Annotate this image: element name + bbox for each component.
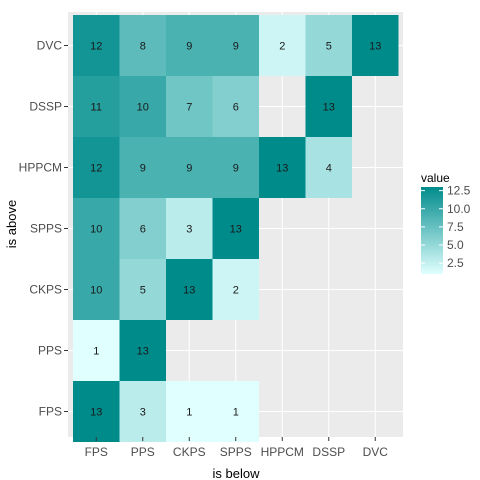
legend-break-label: 2.5 (447, 256, 464, 270)
cell-value-label: 8 (140, 41, 146, 53)
y-tick-label: DVC (37, 39, 63, 53)
cell-value-label: 13 (369, 41, 381, 53)
heatmap-cells (73, 15, 399, 442)
legend-break-label: 10.0 (447, 202, 471, 216)
x-axis: FPS PPS CKPS SPPS HPPCM DSSP DVC (85, 437, 389, 459)
x-tick-label: FPS (85, 445, 108, 459)
cell-value-label: 4 (326, 163, 332, 175)
cell-value-label: 1 (233, 407, 239, 419)
heatmap-cell (166, 15, 213, 76)
x-tick-label: SPPS (220, 445, 252, 459)
cell-value-label: 12 (90, 41, 102, 53)
heatmap-cell (73, 198, 120, 259)
legend-colorbar (421, 187, 443, 274)
heatmap-cell (212, 198, 259, 259)
heatmap-cell (352, 15, 399, 76)
cell-value-label: 13 (276, 163, 288, 175)
cell-value-label: 9 (140, 163, 146, 175)
cell-value-label: 9 (186, 41, 192, 53)
cell-value-label: 12 (90, 163, 102, 175)
heatmap-cell (212, 259, 259, 320)
heatmap-cell (73, 137, 120, 198)
heatmap-cell (119, 198, 166, 259)
cell-value-label: 3 (140, 407, 146, 419)
y-axis: DVC DSSP HPPCM SPPS CKPS PPS FPS (19, 39, 68, 419)
heatmap-cell (212, 15, 259, 76)
y-tick-label: SPPS (30, 222, 62, 236)
heatmap-cell (73, 259, 120, 320)
x-tick-label: PPS (131, 445, 155, 459)
heatmap-cell (166, 259, 213, 320)
y-tick-label: FPS (39, 405, 62, 419)
cell-value-label: 13 (183, 285, 195, 297)
cell-value-label: 5 (140, 285, 146, 297)
heatmap-cell (305, 15, 352, 76)
cell-value-label: 9 (186, 163, 192, 175)
cell-value-label: 9 (233, 163, 239, 175)
heatmap-cell (212, 137, 259, 198)
cell-value-label: 13 (137, 346, 149, 358)
heatmap-cell (166, 137, 213, 198)
x-axis-title: is below (213, 466, 261, 480)
heatmap-cell (166, 381, 213, 442)
y-tick-label: DSSP (29, 100, 62, 114)
cell-value-label: 2 (233, 285, 239, 297)
heatmap-cell (119, 137, 166, 198)
cell-value-label: 2 (279, 41, 285, 53)
legend-ticks: 12.5 10.0 7.5 5.0 2.5 (421, 184, 471, 270)
heatmap-cell (73, 15, 120, 76)
y-tick-label: PPS (38, 344, 62, 358)
cell-value-label: 6 (140, 224, 146, 236)
x-tick-label: CKPS (173, 445, 206, 459)
legend-title: value (421, 171, 450, 185)
cell-value-label: 13 (230, 224, 242, 236)
y-tick-label: HPPCM (19, 161, 62, 175)
heatmap-cell (305, 137, 352, 198)
cell-value-label: 1 (186, 407, 192, 419)
heatmap-cell (73, 381, 120, 442)
heatmap-cell (119, 381, 166, 442)
legend: value 12.5 10.0 7.5 5.0 2.5 (421, 171, 471, 274)
x-tick-label: DSSP (312, 445, 345, 459)
cell-value-label: 9 (233, 41, 239, 53)
x-tick-label: HPPCM (261, 445, 304, 459)
y-axis-title: is above (4, 200, 19, 248)
cell-value-label: 6 (233, 102, 239, 114)
heatmap-cell (73, 320, 120, 381)
y-tick-label: CKPS (29, 283, 62, 297)
legend-break-label: 5.0 (447, 238, 464, 252)
cell-value-label: 10 (137, 102, 149, 114)
legend-break-label: 7.5 (447, 220, 464, 234)
heatmap-cell (259, 137, 306, 198)
cell-value-label: 1 (93, 346, 99, 358)
cell-value-label: 13 (90, 407, 102, 419)
heatmap-cell (119, 320, 166, 381)
x-tick-label: DVC (363, 445, 389, 459)
cell-value-label: 11 (91, 102, 102, 114)
cell-value-label: 5 (326, 41, 332, 53)
cell-value-label: 13 (323, 102, 335, 114)
cell-value-label: 10 (90, 224, 102, 236)
heatmap-cell (73, 76, 120, 137)
heatmap-cell (305, 76, 352, 137)
heatmap-cell (259, 15, 306, 76)
heatmap-cell (119, 259, 166, 320)
cell-value-label: 7 (186, 102, 192, 114)
cell-value-label: 10 (90, 285, 102, 297)
heatmap-cell (166, 76, 213, 137)
heatmap-cell (119, 15, 166, 76)
heatmap-cell (166, 198, 213, 259)
heatmap-cell (212, 381, 259, 442)
legend-break-label: 12.5 (447, 184, 471, 198)
heatmap-cell (212, 76, 259, 137)
cell-value-label: 3 (186, 224, 192, 236)
heatmap-cell (119, 76, 166, 137)
